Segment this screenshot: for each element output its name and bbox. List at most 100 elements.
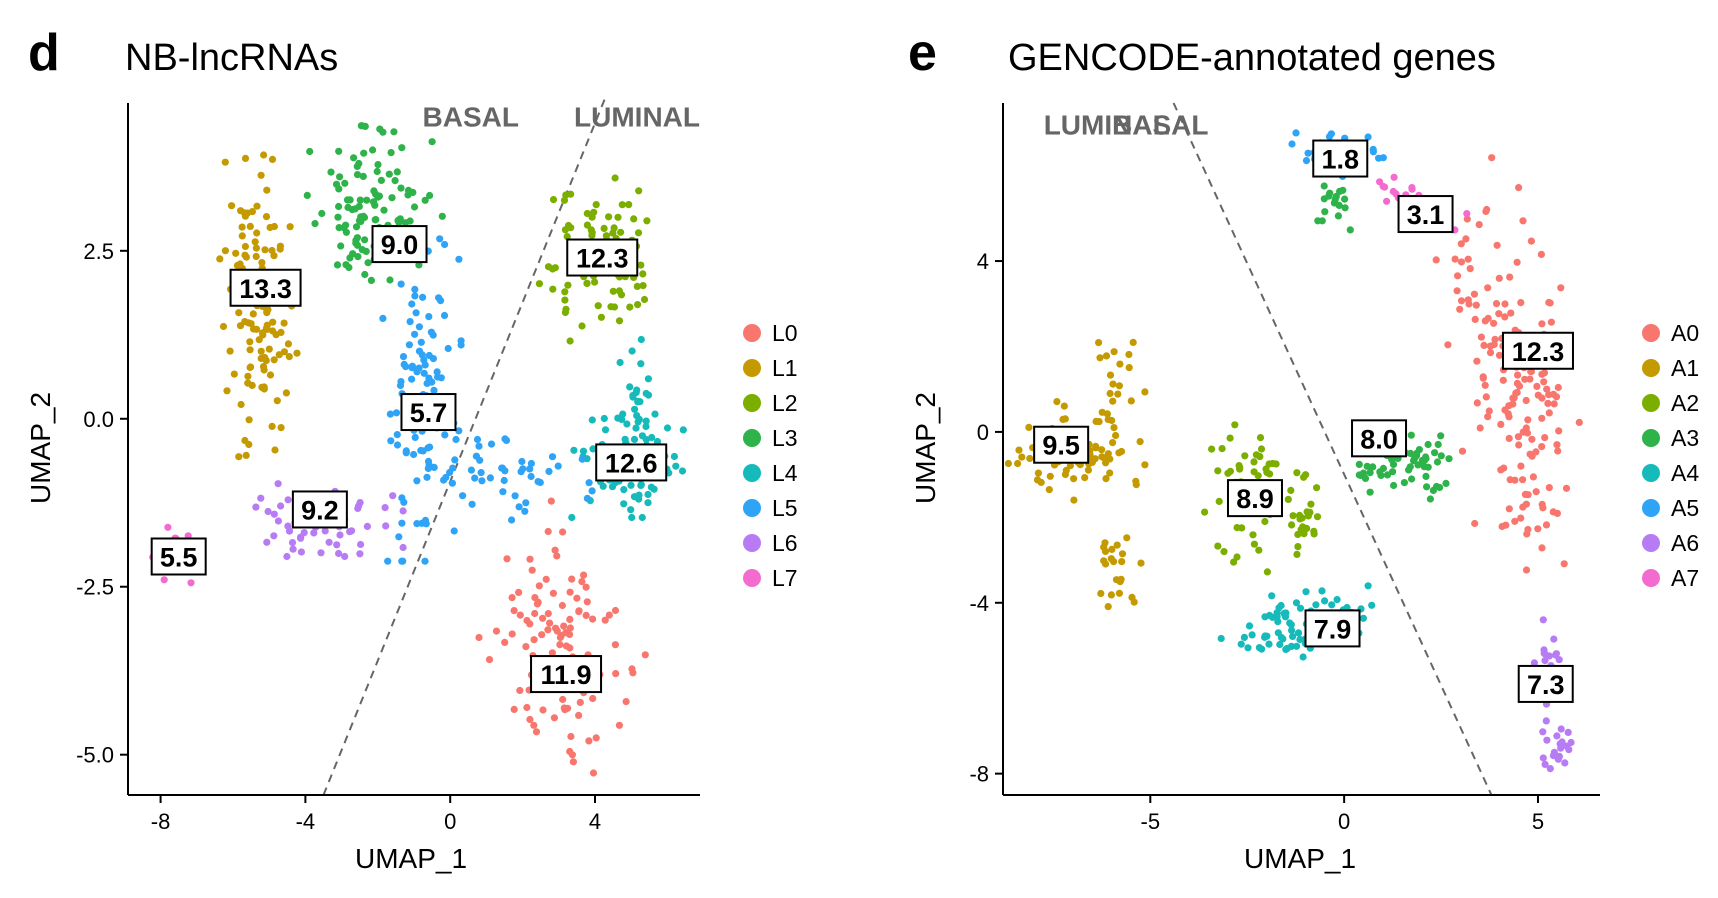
data-point-l2 (615, 287, 624, 295)
data-point-a1 (1045, 486, 1053, 494)
data-point-l6 (289, 545, 297, 553)
data-point-a2 (1310, 530, 1318, 538)
data-point-a2 (1304, 512, 1312, 520)
data-point-a6 (1564, 728, 1572, 737)
data-point-l1 (270, 222, 278, 231)
data-point-l5 (534, 478, 542, 486)
data-point-l2 (560, 196, 569, 204)
data-point-a0 (1473, 357, 1481, 365)
data-point-l3 (361, 122, 369, 130)
cluster-label-box (1033, 425, 1090, 464)
data-point-a6 (1541, 657, 1549, 665)
data-point-a6 (1550, 635, 1558, 643)
data-point-l1 (246, 346, 254, 354)
data-point-a0 (1493, 241, 1501, 249)
data-point-a4 (1282, 645, 1290, 654)
legend-label-l2: L2 (772, 390, 798, 416)
data-point-l4 (644, 490, 652, 499)
data-point-a0 (1481, 381, 1489, 389)
data-point-l6 (264, 507, 272, 516)
legend-label-a3: A3 (1671, 425, 1699, 451)
data-point-l4 (663, 424, 672, 432)
data-point-l2 (563, 233, 571, 241)
cluster-label: 9.2 (291, 490, 348, 529)
data-point-l0 (628, 665, 636, 673)
data-point-a4 (1321, 597, 1329, 605)
data-point-a0 (1456, 305, 1464, 313)
data-point-a1 (1102, 352, 1111, 360)
data-point-l5 (393, 441, 402, 449)
data-point-a7 (1376, 178, 1384, 186)
data-point-a0 (1472, 301, 1480, 309)
data-point-a1 (1112, 431, 1120, 440)
data-point-l3 (363, 196, 371, 204)
data-point-a0 (1506, 476, 1514, 484)
data-point-l0 (551, 546, 559, 554)
data-point-l1 (261, 353, 269, 362)
data-point-a0 (1524, 416, 1532, 424)
data-point-l4 (632, 424, 640, 432)
data-point-l0 (601, 616, 609, 624)
data-point-a1 (1113, 541, 1121, 549)
data-point-l0 (522, 643, 530, 651)
data-point-a0 (1481, 317, 1489, 325)
data-point-a3 (1389, 460, 1398, 468)
data-point-a1 (1136, 438, 1144, 446)
data-point-a6 (1561, 759, 1569, 767)
data-point-a6 (1565, 746, 1573, 754)
data-point-l4 (637, 481, 645, 489)
data-point-a2 (1249, 531, 1257, 539)
y-tick-label: -8 (969, 762, 989, 787)
data-point-a2 (1307, 500, 1315, 508)
data-point-a3 (1320, 182, 1328, 190)
data-point-l1 (270, 356, 278, 364)
data-point-a4 (1245, 622, 1254, 630)
data-point-l3 (380, 206, 388, 214)
data-point-l1 (273, 397, 281, 405)
data-point-l3 (404, 186, 413, 194)
legend-label-l6: L6 (772, 530, 798, 556)
data-point-l0 (580, 571, 588, 579)
data-point-l5 (413, 477, 421, 485)
data-point-l5 (420, 356, 428, 364)
data-point-l5 (398, 494, 406, 502)
data-point-l1 (241, 436, 249, 445)
data-point-a0 (1453, 287, 1461, 295)
data-point-l0 (566, 747, 574, 756)
data-point-l4 (614, 414, 622, 422)
cluster-label: 9.5 (1033, 425, 1090, 464)
data-point-a2 (1231, 421, 1239, 429)
data-point-l3 (343, 196, 352, 204)
data-point-l1 (252, 252, 260, 261)
data-point-l0 (566, 644, 574, 652)
data-point-l0 (552, 624, 560, 632)
data-point-a6 (1542, 717, 1550, 725)
region-label-basal: BASAL (423, 101, 519, 132)
data-point-a0 (1485, 407, 1493, 415)
data-point-l6 (357, 540, 365, 549)
data-point-a1 (1053, 398, 1061, 406)
data-point-l5 (408, 364, 416, 372)
data-point-a0 (1522, 566, 1531, 574)
data-point-a1 (1132, 481, 1140, 489)
data-point-l6 (270, 532, 278, 540)
data-point-a1 (1061, 470, 1069, 479)
data-point-l1 (230, 370, 238, 378)
data-point-a2 (1218, 445, 1226, 453)
data-point-l1 (228, 202, 236, 210)
data-point-a3 (1314, 217, 1322, 225)
legend-label-l4: L4 (772, 460, 798, 486)
cluster-label-box (530, 655, 603, 694)
data-point-a3 (1422, 472, 1430, 480)
data-point-l6 (288, 539, 297, 547)
data-point-l2 (564, 281, 572, 289)
data-point-a3 (1359, 469, 1368, 477)
data-point-l1 (237, 207, 245, 215)
data-point-a6 (1550, 748, 1558, 756)
cluster-label: 5.5 (150, 537, 207, 576)
data-point-l1 (244, 379, 252, 387)
data-point-l4 (601, 426, 610, 434)
data-point-a0 (1521, 375, 1529, 383)
data-point-a2 (1297, 525, 1305, 534)
data-point-l6 (333, 541, 341, 549)
